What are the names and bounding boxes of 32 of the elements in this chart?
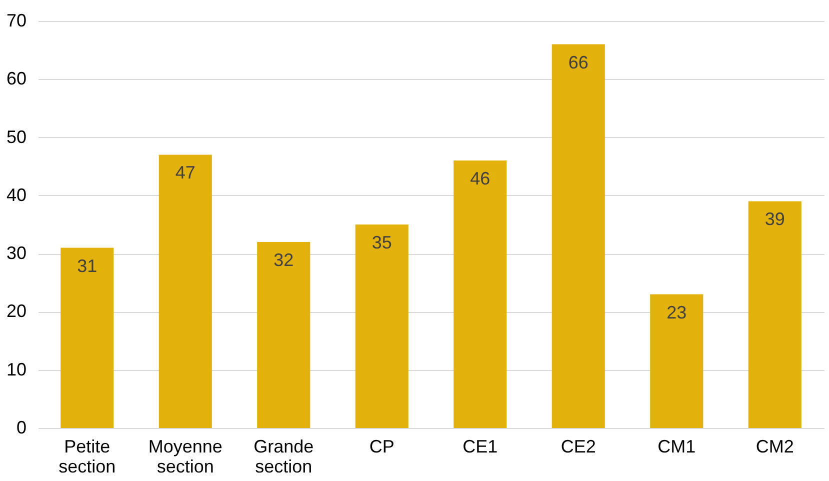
y-tick-label: 70 [6, 10, 26, 30]
y-tick-label: 20 [6, 301, 26, 322]
data-label: 46 [470, 168, 490, 189]
data-label: 47 [175, 162, 196, 183]
y-tick-label: 40 [6, 184, 26, 205]
y-tick-label: 10 [6, 359, 26, 380]
x-tick-label: CE2 [560, 436, 596, 456]
x-tick-label: CP [369, 436, 394, 456]
x-tick-label: Moyenne section [148, 436, 222, 476]
bar [454, 160, 507, 428]
data-label: 32 [274, 250, 294, 270]
bar [355, 224, 408, 428]
bar [257, 242, 310, 428]
y-tick-label: 0 [16, 418, 26, 438]
data-label: 23 [666, 302, 687, 322]
bar [552, 44, 605, 428]
x-tick-label: CE1 [462, 436, 498, 456]
y-tick-label: 50 [6, 126, 26, 147]
x-tick-label: CM2 [756, 436, 794, 456]
data-label: 35 [372, 232, 392, 252]
x-tick-label: Petite section [58, 436, 116, 476]
x-tick-label: CM1 [658, 436, 696, 456]
data-label: 39 [764, 209, 785, 230]
x-tick-label: Grande section [254, 436, 314, 476]
bar [650, 294, 704, 428]
data-label: 66 [568, 52, 588, 72]
bar [748, 201, 802, 428]
data-label: 31 [77, 256, 98, 276]
y-tick-label: 60 [6, 68, 26, 89]
bar [60, 248, 114, 428]
bar [158, 154, 212, 428]
y-tick-label: 30 [6, 243, 26, 264]
